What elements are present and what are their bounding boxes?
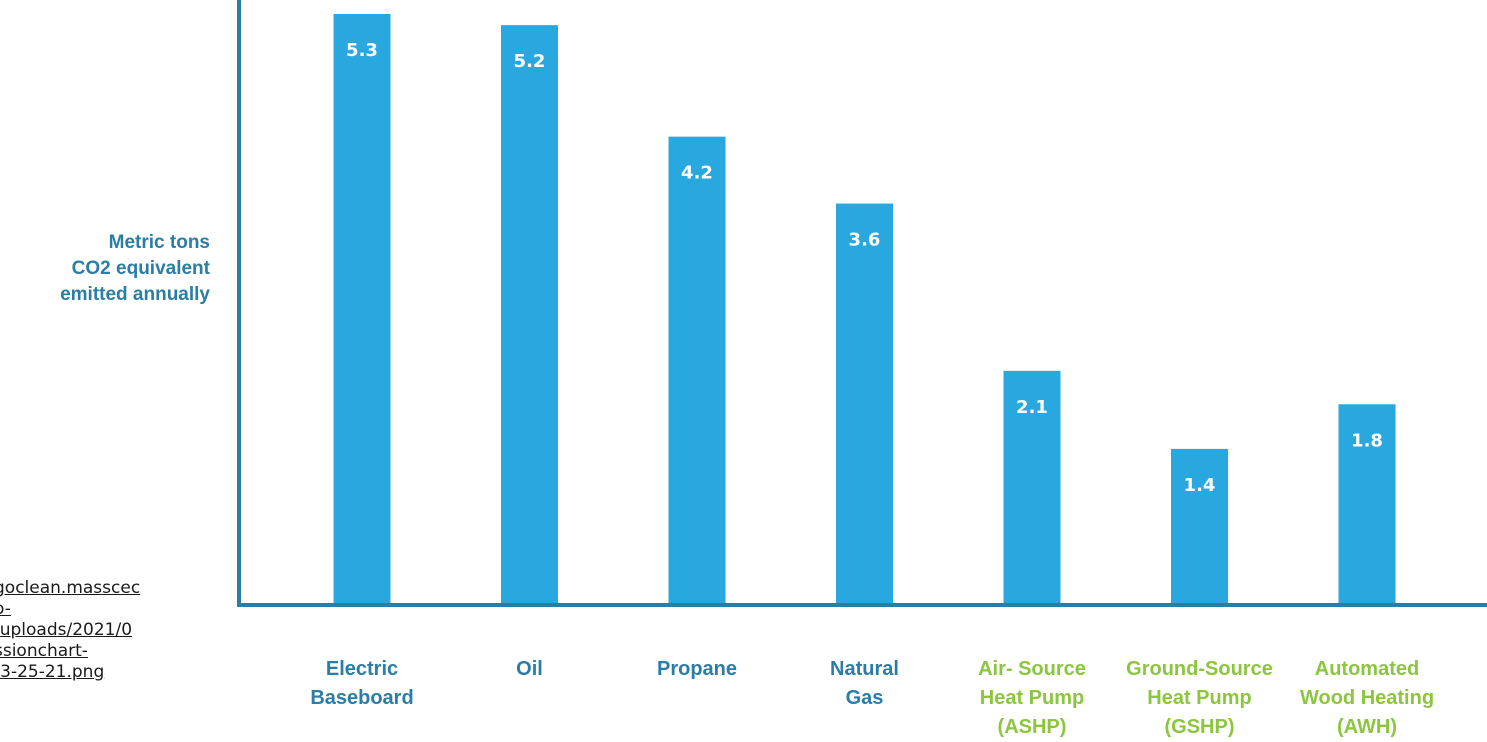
source-link-line[interactable]: -3-25-21.png: [0, 662, 105, 682]
category-label: Baseboard: [310, 687, 413, 709]
bar: [333, 14, 391, 605]
bar-value-label: 1.4: [1184, 475, 1216, 496]
source-link-line[interactable]: goclean.masscec: [0, 578, 141, 598]
y-axis-label-line: Metric tons: [109, 232, 210, 253]
bar-value-labels: 5.3 5.2 4.2 3.6 2.1 1.4 1.8: [346, 40, 1383, 496]
source-link[interactable]: goclean.massceco-/uploads/2021/0ssioncha…: [0, 578, 184, 708]
bar: [1003, 370, 1061, 605]
category-label: Automated: [1315, 658, 1419, 680]
bar-value-label: 2.1: [1016, 397, 1048, 418]
category-label: Electric: [326, 658, 398, 680]
category-label: Propane: [657, 658, 737, 680]
category-label: Ground-Source: [1126, 658, 1273, 680]
bar: [668, 136, 726, 605]
y-axis-label: Metric tons CO2 equivalent emitted annuall…: [60, 232, 211, 305]
bar-value-label: 5.3: [346, 40, 378, 61]
category-label: Gas: [846, 687, 884, 709]
bar-value-label: 1.8: [1351, 430, 1383, 451]
category-label: Natural: [830, 658, 899, 680]
bar: [1171, 448, 1228, 605]
bar: [836, 203, 893, 605]
category-label: Heat Pump: [980, 687, 1084, 709]
source-link-line[interactable]: o-: [0, 599, 11, 619]
category-label: Wood Heating: [1300, 687, 1434, 709]
category-label: (ASHP): [998, 716, 1067, 738]
category-label: Air- Source: [978, 658, 1086, 680]
y-axis-label-line: CO2 equivalent: [72, 258, 211, 279]
category-label: (AWH): [1337, 716, 1397, 738]
source-link-line[interactable]: /uploads/2021/0: [0, 620, 133, 640]
source-link-line[interactable]: ssionchart-: [0, 641, 88, 661]
category-label: Heat Pump: [1147, 687, 1251, 709]
bar-value-label: 5.2: [514, 51, 546, 72]
bars: [333, 14, 1396, 606]
y-axis-label-line: emitted annually: [60, 284, 210, 305]
category-label: (GSHP): [1165, 716, 1235, 738]
bar: [1338, 404, 1396, 605]
category-label: Oil: [516, 658, 543, 680]
category-labels: Electric Baseboard Oil Propane Natural Gas Air…: [310, 658, 1434, 738]
bar-value-label: 3.6: [849, 230, 881, 251]
bar-value-label: 4.2: [681, 163, 713, 184]
bar: [501, 25, 558, 606]
